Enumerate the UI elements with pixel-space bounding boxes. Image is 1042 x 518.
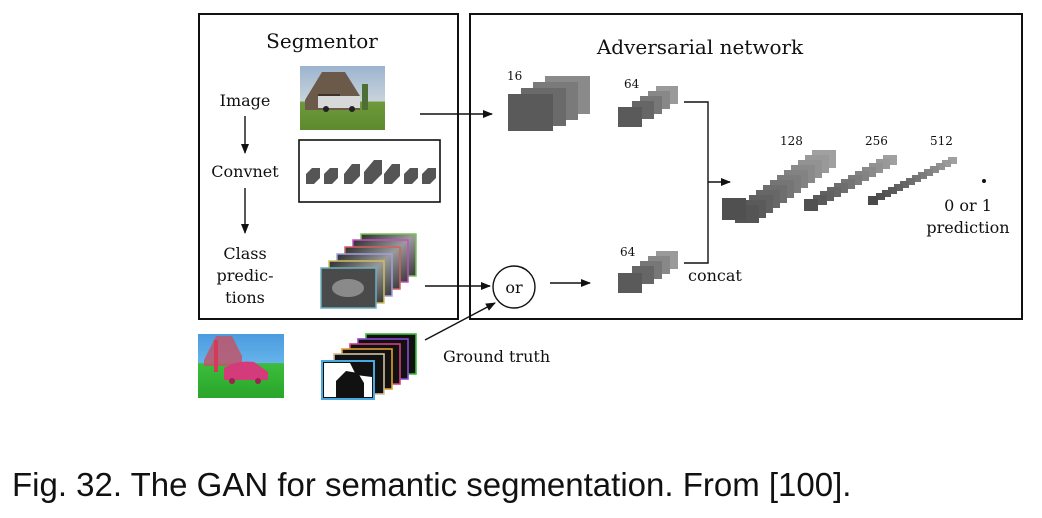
segmentor-box: [198, 13, 459, 320]
output-node: [982, 179, 986, 183]
class-prediction-maps: [320, 233, 417, 309]
convnet-layers: [306, 160, 436, 184]
or-node: [492, 265, 536, 309]
size-256-label: 256: [865, 134, 888, 148]
class-predictions-label-line3: tions: [225, 288, 265, 307]
size-64-lower-label: 64: [620, 245, 636, 259]
class-predictions-label-line1: Class: [223, 244, 266, 263]
or-label: or: [505, 278, 523, 297]
concat-bracket: [684, 101, 709, 264]
diagram: Segmentor Image Convnet Class predic- ti…: [198, 13, 1023, 400]
layer-64-upper: [618, 86, 678, 127]
adversarial-title: Adversarial network: [596, 35, 804, 59]
layer-256: [804, 155, 897, 211]
layer-512: [868, 157, 957, 205]
output-label-line1: 0 or 1: [944, 196, 992, 215]
ground-truth-maps: [321, 333, 417, 400]
ground-truth-label: Ground truth: [443, 347, 550, 366]
class-predictions-label-line2: predic-: [216, 266, 273, 285]
size-16-label: 16: [507, 69, 522, 83]
size-512-label: 512: [930, 134, 953, 148]
figure-caption: Fig. 32. The GAN for semantic segmentati…: [12, 466, 852, 503]
ground-truth-to-or-arrow: [424, 302, 496, 341]
layer-128: [722, 150, 836, 223]
convnet-box: [298, 139, 441, 203]
adversarial-box: [469, 13, 1023, 320]
layer-64-lower: [618, 251, 678, 293]
size-128-label: 128: [780, 134, 803, 148]
size-64-upper-label: 64: [624, 77, 640, 91]
layer-16: [508, 76, 590, 131]
segmentor-title: Segmentor: [266, 29, 378, 53]
segmentation-overlay-image: [198, 334, 284, 398]
image-label: Image: [220, 91, 271, 110]
input-photo: [300, 66, 385, 130]
convnet-label: Convnet: [211, 162, 279, 181]
concat-label: concat: [688, 266, 742, 285]
output-label-line2: prediction: [926, 218, 1009, 237]
